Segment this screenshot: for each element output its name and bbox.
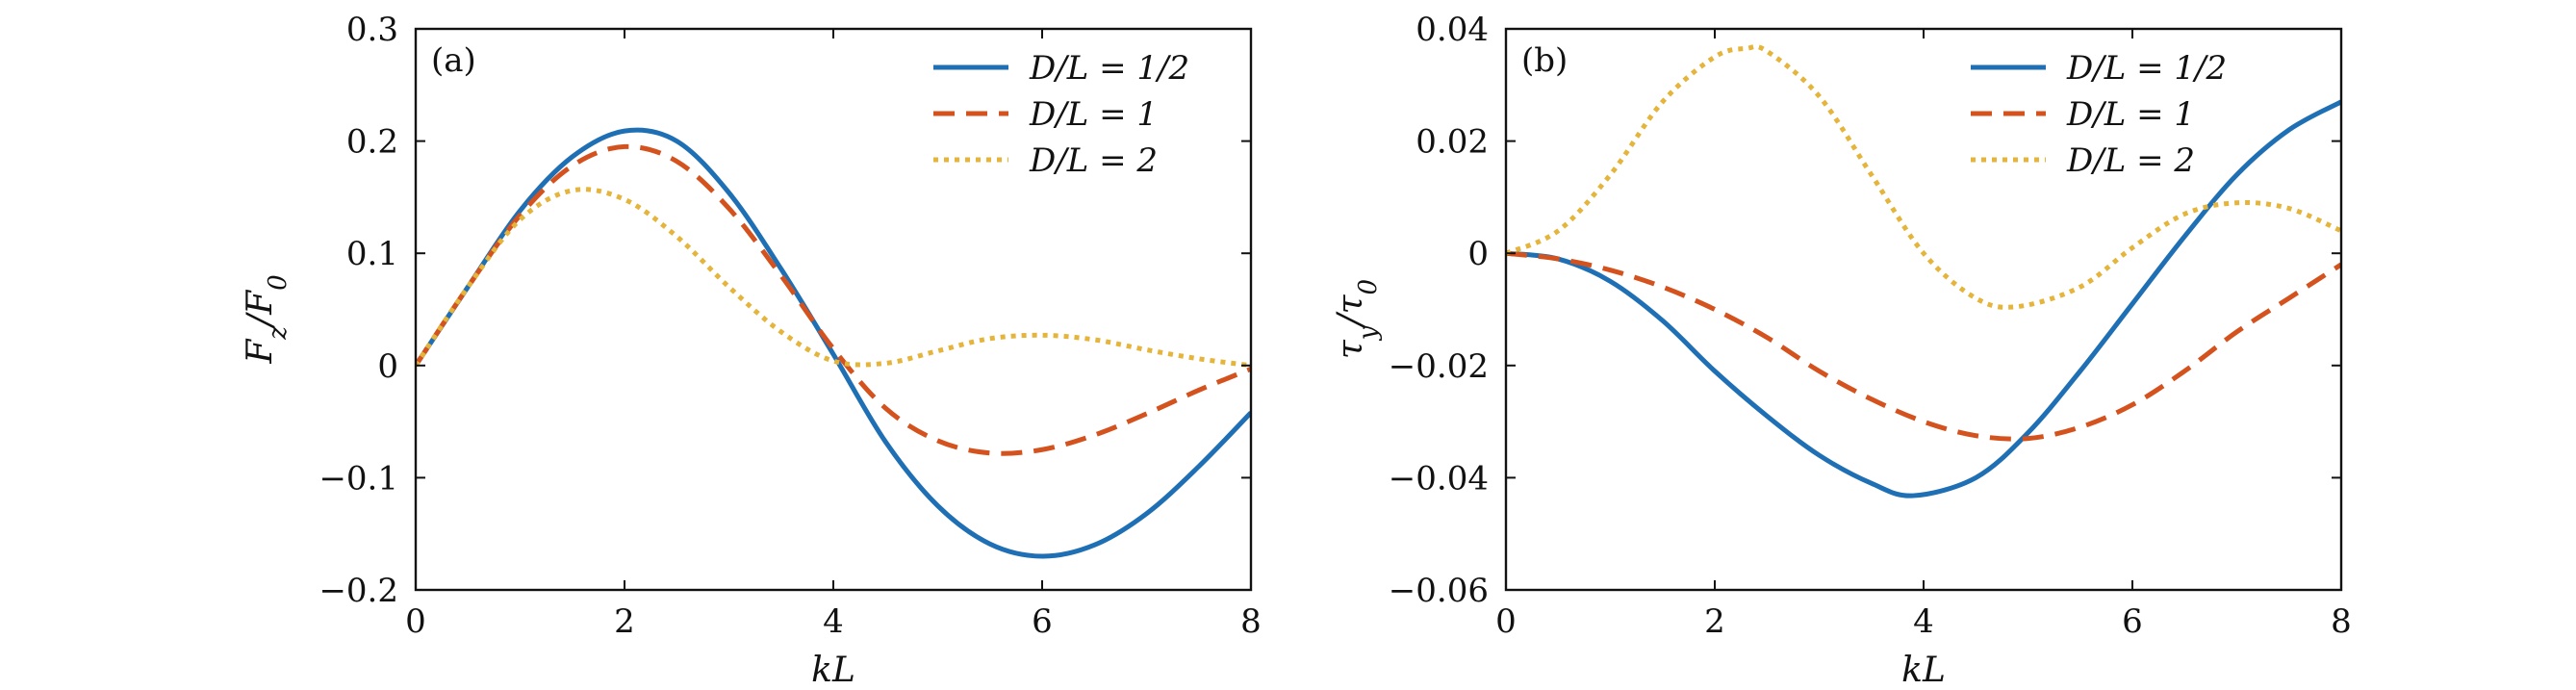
series-line-d-half [416, 127, 1251, 559]
legend-entry-label: D/L = 2 [1029, 141, 1158, 180]
series-line-d-one [416, 143, 1251, 456]
y-axis-label: Fz/F0 [241, 274, 293, 364]
legend-entry-label: D/L = 1 [1029, 95, 1158, 134]
y-tick-label: 0.2 [346, 123, 398, 162]
x-tick-label: 4 [1913, 602, 1934, 641]
legend-entry-label: D/L = 1 [2066, 95, 2195, 134]
x-tick-label: 2 [1704, 602, 1725, 641]
x-tick-label: 0 [1495, 602, 1517, 641]
x-tick-label: 6 [1032, 602, 1053, 641]
y-tick-label: −0.1 [319, 459, 398, 498]
y-tick-label: 0.1 [346, 235, 398, 273]
x-axis-label: kL [811, 651, 855, 690]
panel-tag: (b) [1521, 41, 1568, 80]
y-tick-label: −0.04 [1389, 459, 1489, 498]
x-tick-label: 0 [405, 602, 426, 641]
series-line-d-two [416, 187, 1251, 369]
plot-frame [1504, 27, 2343, 592]
x-tick-label: 8 [1240, 602, 1262, 641]
panel-a: 0 2 4 6 8 −0.2 −0.1 0 0.1 0.2 0.3 kL Fz/F0 (a) D/L = 1… [241, 11, 1262, 690]
series-line-d-one [1506, 250, 2341, 442]
x-tick-label: 4 [823, 602, 844, 641]
y-tick-label: 0 [377, 347, 398, 386]
x-tick-label: 6 [2122, 602, 2143, 641]
y-tick-label: −0.2 [319, 572, 398, 610]
y-tick-label: −0.02 [1389, 347, 1489, 386]
y-tick-label: 0.04 [1416, 11, 1489, 49]
y-tick-label: −0.06 [1389, 572, 1489, 610]
x-axis-label: kL [1901, 651, 1946, 690]
panel-tag: (a) [431, 41, 476, 80]
series-line-d-half [1506, 99, 2341, 498]
panel-b: 0 2 4 6 8 −0.06 −0.04 −0.02 0 0.02 0.04 kL τy/τ0 (b) D… [1331, 11, 2352, 690]
y-tick-label: 0.3 [346, 11, 398, 49]
series-line-d-two [1506, 43, 2341, 310]
y-axis-label: τy/τ0 [1331, 279, 1383, 359]
legend-entry-label: D/L = 2 [2066, 141, 2195, 180]
legend-entry-label: D/L = 1/2 [1029, 49, 1189, 88]
y-tick-label: 0 [1467, 235, 1489, 273]
x-tick-label: 8 [2331, 602, 2352, 641]
y-tick-label: 0.02 [1416, 123, 1489, 162]
x-tick-label: 2 [614, 602, 635, 641]
legend-entry-label: D/L = 1/2 [2066, 49, 2227, 88]
